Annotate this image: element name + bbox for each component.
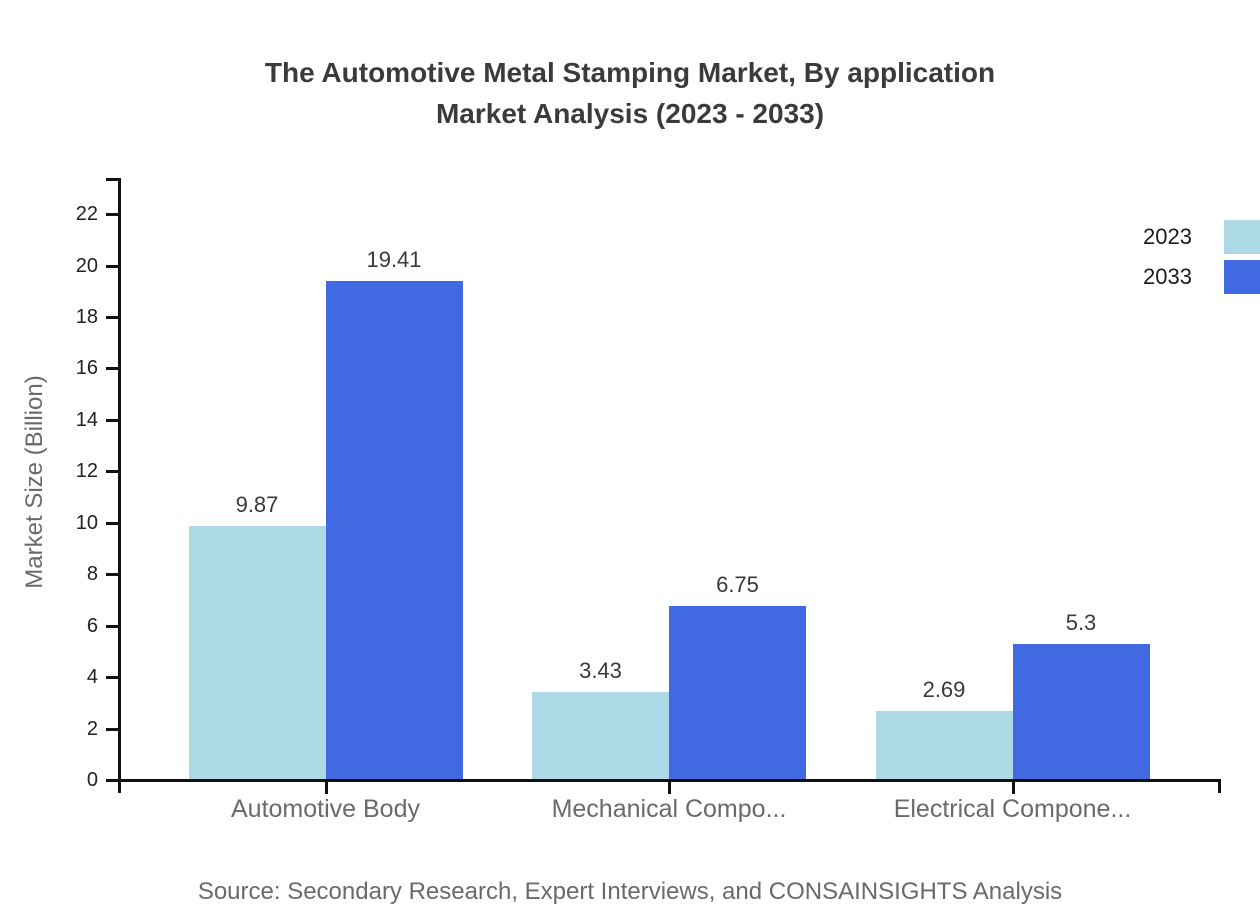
legend-label-2033: 2033 — [1143, 264, 1192, 289]
x-axis-line — [107, 779, 1221, 782]
bar-value-label: 9.87 — [235, 492, 279, 518]
y-tick — [106, 213, 120, 217]
chart-title-line1: The Automotive Metal Stamping Market, By… — [264, 57, 996, 88]
y-tick-label: 2 — [86, 717, 98, 740]
x-tick — [324, 780, 328, 794]
bar-2023-2 — [875, 710, 1013, 780]
y-axis-endcap — [106, 178, 120, 181]
bar-value-label: 6.75 — [716, 572, 759, 598]
y-tick — [106, 727, 120, 731]
y-tick-label: 18 — [75, 306, 98, 329]
y-tick-label: 0 — [86, 769, 98, 791]
y-tick-label: 8 — [86, 563, 98, 586]
y-tick — [106, 573, 120, 577]
y-tick-label: 22 — [75, 203, 98, 226]
x-tick — [1011, 780, 1015, 794]
y-tick-label: 12 — [75, 460, 98, 483]
chart-title: The Automotive Metal Stamping Market, By… — [0, 52, 1260, 134]
y-tick-label: 16 — [75, 357, 98, 380]
y-tick-label: 14 — [75, 408, 98, 431]
legend-label-2023: 2023 — [1143, 224, 1192, 249]
y-tick — [106, 367, 120, 371]
y-axis-title: Market Size (Billion) — [21, 375, 48, 589]
y-tick — [106, 779, 120, 782]
bar-2023-1 — [532, 691, 669, 780]
y-tick — [106, 316, 120, 320]
bar-2033-2 — [1012, 643, 1150, 780]
chart-title-line2: Market Analysis (2023 - 2033) — [435, 98, 825, 129]
y-axis-line — [118, 178, 121, 793]
y-tick — [106, 418, 120, 422]
bar-value-label: 3.43 — [579, 657, 622, 683]
y-tick — [106, 624, 120, 628]
category-label: Automotive Body — [231, 795, 420, 823]
bar-value-label: 5.3 — [1065, 609, 1097, 635]
bar-2033-1 — [669, 606, 806, 780]
y-tick-label: 10 — [75, 511, 98, 534]
bar-2033-0 — [325, 280, 463, 780]
y-tick-label: 20 — [75, 254, 98, 277]
x-axis-endcap — [1218, 779, 1221, 793]
y-tick — [106, 470, 120, 474]
y-tick-label: 4 — [86, 666, 98, 689]
x-tick — [668, 780, 671, 794]
y-tick — [106, 264, 120, 268]
bar-2023-0 — [188, 526, 326, 780]
source-note: Source: Secondary Research, Expert Inter… — [197, 878, 1063, 905]
y-tick-label: 6 — [86, 614, 98, 637]
y-tick — [106, 676, 120, 680]
y-tick — [106, 521, 120, 525]
bar-value-label: 19.41 — [366, 246, 422, 272]
legend-swatch-2033 — [1224, 260, 1260, 294]
legend-swatch-2023 — [1224, 220, 1260, 254]
category-label: Electrical Compone... — [893, 795, 1132, 823]
category-label: Mechanical Compo... — [551, 795, 787, 823]
bar-value-label: 2.69 — [922, 676, 966, 702]
